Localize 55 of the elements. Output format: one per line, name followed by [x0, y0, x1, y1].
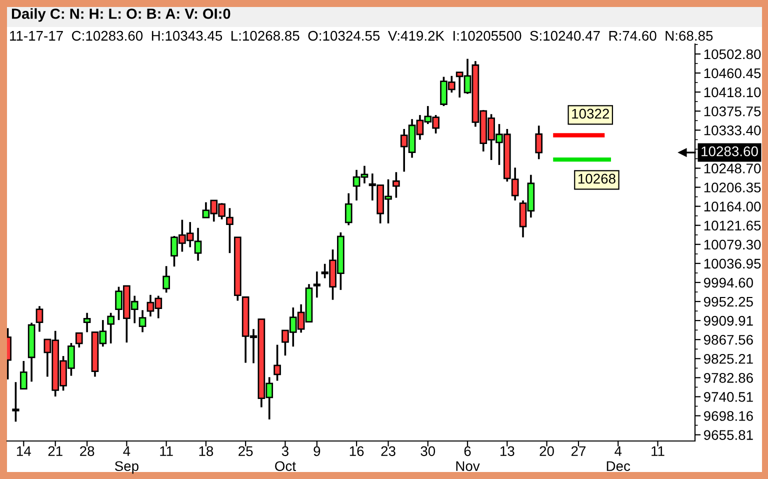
candlestick: [107, 312, 114, 344]
y-tick-label: 9698.16: [704, 411, 753, 421]
y-tick-label: 10418.10: [704, 87, 761, 98]
y-tick-label: 10079.30: [704, 240, 761, 250]
y-tick-label: 9782.86: [704, 373, 753, 383]
y-tick-label: 10121.65: [704, 220, 761, 231]
x-tick-label: 11: [652, 446, 664, 456]
x-tick-label: 27: [571, 446, 586, 456]
y-tick-label: 10333.40: [704, 125, 761, 136]
candlestick: [162, 265, 170, 294]
candlestick: [344, 192, 352, 226]
y-tick-label: 10502.80: [704, 49, 761, 60]
x-tick-label: 4 Dec: [606, 446, 630, 472]
ref-line-label: 10268: [578, 174, 616, 184]
y-tick-label: 9740.51: [704, 392, 753, 402]
y-tick-label: 10248.70: [704, 164, 761, 174]
chart-subtitle: 11-17-17 C:10283.60 H:10343.45 L:10268.85 O:10324.55 V:419.2K I:10205500 S:10240.47 R:74.60 N:68.85: [10, 30, 713, 41]
x-tick-label: 14: [16, 446, 31, 456]
x-tick-label: 25: [238, 446, 253, 456]
x-tick-label: 9: [314, 446, 320, 456]
y-tick-label: 10036.95: [704, 258, 761, 269]
candlestick: [83, 312, 91, 334]
y-tick-label: 9655.81: [704, 430, 753, 440]
x-tick-label: 18: [199, 446, 214, 456]
candlestick: [20, 360, 28, 390]
y-tick-label: 10164.00: [704, 202, 761, 212]
y-tick-label: 9952.25: [704, 296, 753, 307]
x-tick-label: 20: [540, 446, 554, 456]
candlestick: [75, 332, 83, 348]
y-tick-label: 9867.56: [704, 334, 753, 345]
x-tick-label: 21: [48, 446, 62, 456]
chart-title: Daily C: N: H: L: O: B: A: V: OI:0: [12, 8, 230, 22]
y-tick-label: 9994.60: [704, 278, 753, 288]
x-tick-label: 3 Oct: [275, 446, 296, 472]
y-tick-label: 9909.91: [704, 316, 753, 326]
candlestick: [392, 171, 400, 199]
x-tick-label: 28: [80, 446, 94, 456]
candlestick: [36, 305, 44, 333]
candlestick: [226, 207, 234, 254]
text: 10283.60: [702, 146, 758, 156]
x-tick-label: 6 Nov: [456, 446, 480, 472]
x-tick-label: 11: [160, 446, 173, 456]
candlestick: [138, 309, 146, 334]
y-tick-label: 10375.75: [704, 106, 761, 116]
x-tick-label: 30: [420, 446, 436, 456]
candlestick: [535, 124, 543, 160]
x-tick-label: 13: [500, 446, 514, 456]
x-tick-label: 23: [381, 446, 396, 456]
ref-line-label: 10322: [572, 108, 609, 119]
y-tick-label: 10206.35: [704, 182, 761, 192]
y-tick-label: 10460.45: [704, 68, 761, 78]
x-tick-label: 4 Sep: [114, 446, 138, 474]
y-tick-label: 9825.21: [704, 354, 753, 364]
candlestick: [274, 344, 281, 382]
x-tick-label: 16: [350, 446, 364, 456]
